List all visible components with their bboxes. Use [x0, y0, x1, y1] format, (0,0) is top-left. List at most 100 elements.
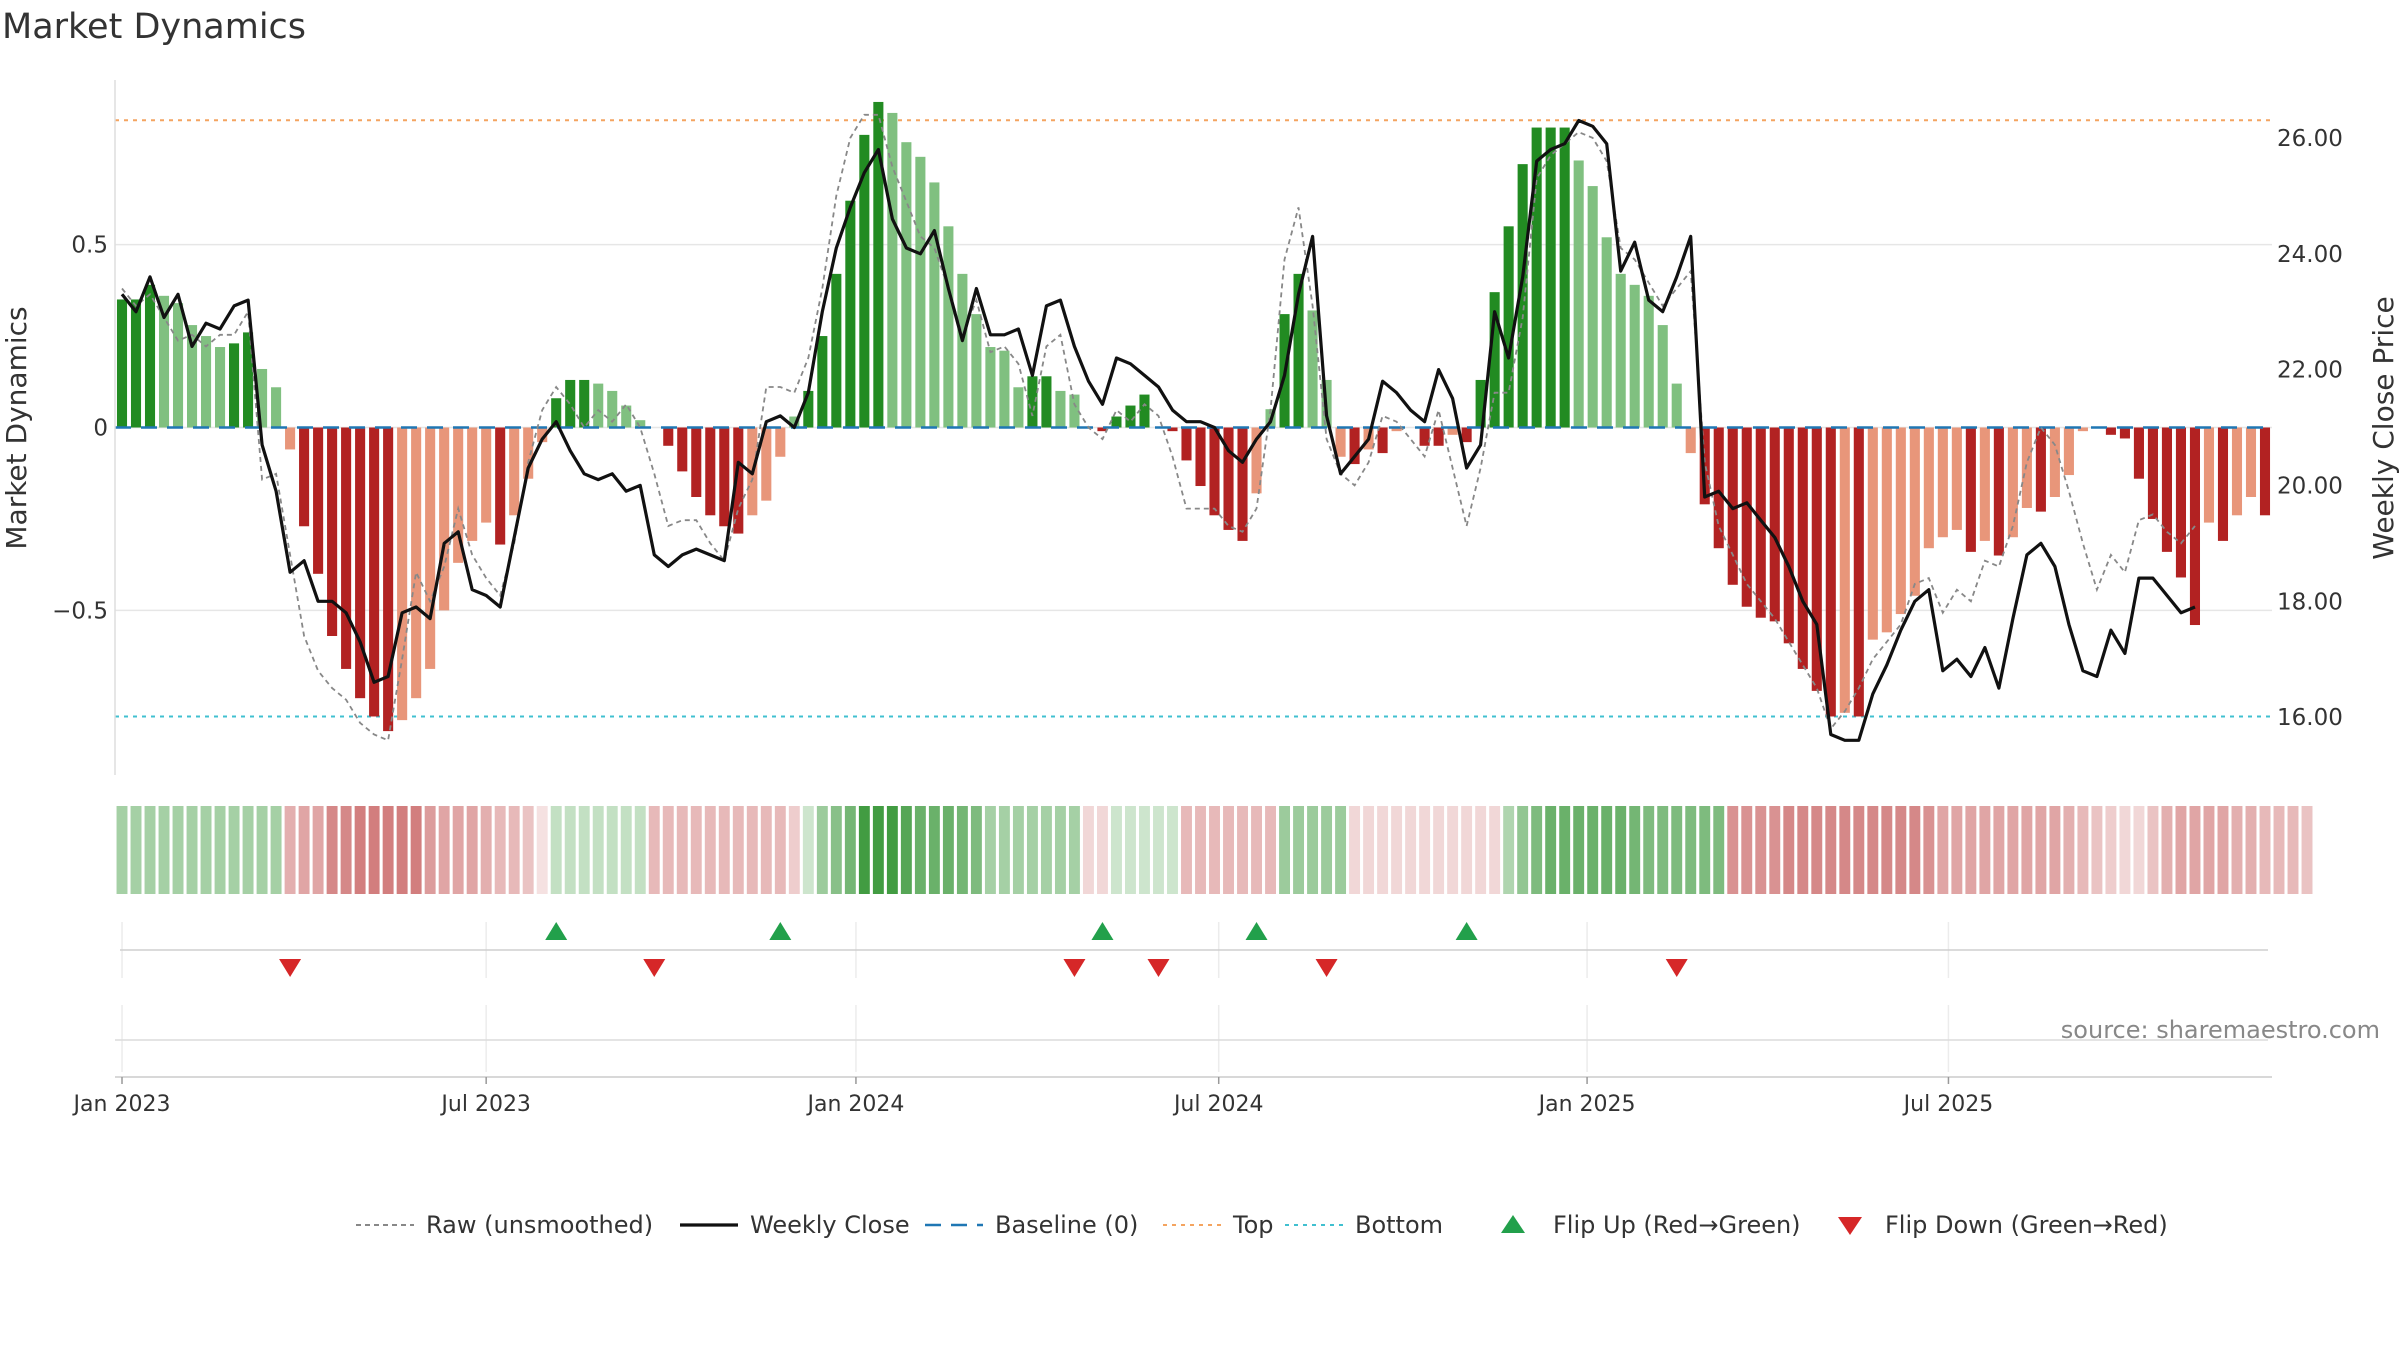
regime-cell: [1951, 806, 1963, 894]
dynamics-bar: [1377, 427, 1388, 454]
regime-cell: [382, 806, 394, 894]
dynamics-bar: [1993, 427, 2004, 556]
dynamics-bar: [1811, 427, 1822, 691]
regime-cell: [2245, 806, 2257, 894]
regime-cell: [900, 806, 912, 894]
dynamics-bar: [200, 336, 212, 428]
legend-label: Weekly Close: [750, 1211, 910, 1239]
regime-cell: [1419, 806, 1431, 894]
regime-cell: [354, 806, 366, 894]
regime-cell: [186, 806, 198, 894]
regime-cell: [2161, 806, 2173, 894]
regime-cell: [746, 806, 758, 894]
left-tick-label: 0: [93, 416, 108, 442]
regime-cell: [2287, 806, 2299, 894]
regime-cell: [1755, 806, 1767, 894]
dynamics-bar: [1839, 427, 1850, 713]
dynamics-bar: [1853, 427, 1864, 717]
dynamics-bar: [2245, 427, 2257, 497]
dynamics-bar: [985, 347, 996, 428]
regime-cell: [1153, 806, 1164, 894]
regime-cell: [2301, 806, 2313, 894]
legend-item-flip_up: Flip Up (Red→Green): [1501, 1211, 1801, 1239]
regime-cell: [1867, 806, 1879, 894]
dynamics-bar: [1517, 164, 1528, 428]
dynamics-bar: [873, 101, 884, 428]
regime-cell: [1839, 806, 1851, 894]
dynamics-bar: [1825, 427, 1836, 717]
left-tick-label: −0.5: [52, 598, 108, 624]
dynamics-bar: [705, 427, 716, 516]
regime-cell: [228, 806, 240, 894]
regime-cell: [1503, 806, 1515, 894]
dynamics-bar: [1573, 160, 1584, 428]
dynamics-bar: [383, 427, 394, 732]
dynamics-bar: [144, 284, 156, 428]
dynamics-bar: [2259, 427, 2271, 516]
dynamics-bar: [1657, 325, 1668, 428]
flip-markers: [279, 922, 1688, 977]
dynamics-bar: [116, 299, 128, 428]
regime-cell: [676, 806, 688, 894]
regime-cell: [1377, 806, 1389, 894]
dynamics-bar: [1615, 273, 1626, 428]
dynamics-bar: [1881, 427, 1892, 633]
dynamics-bar: [831, 273, 842, 428]
dynamics-bar: [537, 427, 548, 443]
dynamics-bar: [1251, 427, 1262, 494]
dynamics-bar: [411, 427, 422, 699]
regime-cell: [1783, 806, 1795, 894]
regime-cell: [1573, 806, 1585, 894]
regime-cell: [2035, 806, 2047, 894]
flip-up-marker: [1455, 922, 1478, 940]
dynamics-bar: [593, 383, 604, 428]
dynamics-bar: [817, 336, 828, 428]
dynamics-bar: [1055, 390, 1066, 428]
regime-cell: [984, 806, 996, 894]
dynamics-bar: [243, 332, 254, 428]
regime-cell: [844, 806, 856, 894]
dynamics-bar: [1111, 416, 1122, 428]
dynamics-bar: [1643, 295, 1654, 428]
legend-item-bottom: Bottom: [1285, 1211, 1443, 1239]
regime-cell: [942, 806, 954, 894]
regime-cell: [970, 806, 982, 894]
regime-cell: [1881, 806, 1893, 894]
flip-down-marker: [279, 959, 302, 977]
flip-down-marker: [1063, 959, 1086, 977]
right-axis-label: Weekly Close Price: [2367, 296, 2400, 559]
dynamics-bar: [425, 427, 436, 669]
regime-cell: [312, 806, 324, 894]
dynamics-bar: [2007, 427, 2018, 538]
regime-cell: [1251, 806, 1262, 894]
dynamics-bar: [2021, 427, 2032, 508]
regime-cell: [1054, 806, 1066, 894]
dynamics-bar: [1335, 427, 1346, 457]
regime-cell: [2259, 806, 2271, 894]
dynamics-bar: [691, 427, 702, 497]
right-tick-label: 24.00: [2277, 242, 2343, 268]
dynamics-bar: [1433, 427, 1444, 446]
dynamics-bar: [1475, 379, 1486, 428]
regime-cell: [1727, 806, 1739, 894]
dynamics-bar: [2217, 427, 2229, 541]
dynamics-bar: [1223, 427, 1234, 530]
dynamics-bar: [2147, 427, 2158, 519]
flip-up-marker: [545, 922, 568, 940]
regime-cell: [452, 806, 464, 894]
dynamics-bar: [397, 427, 408, 721]
dynamics-bar: [1545, 127, 1556, 428]
dynamics-bar: [1139, 394, 1150, 428]
regime-cell: [648, 806, 660, 894]
regime-cell: [536, 806, 548, 894]
dynamics-bar: [607, 390, 618, 428]
dynamics-bar: [158, 295, 170, 428]
regime-cell: [214, 806, 226, 894]
flip-down-marker: [1665, 959, 1688, 977]
dynamics-bar: [229, 343, 240, 428]
regime-cell: [2175, 806, 2187, 894]
regime-cell: [550, 806, 562, 894]
dynamics-bar: [327, 427, 338, 636]
regime-cell: [1068, 806, 1080, 894]
